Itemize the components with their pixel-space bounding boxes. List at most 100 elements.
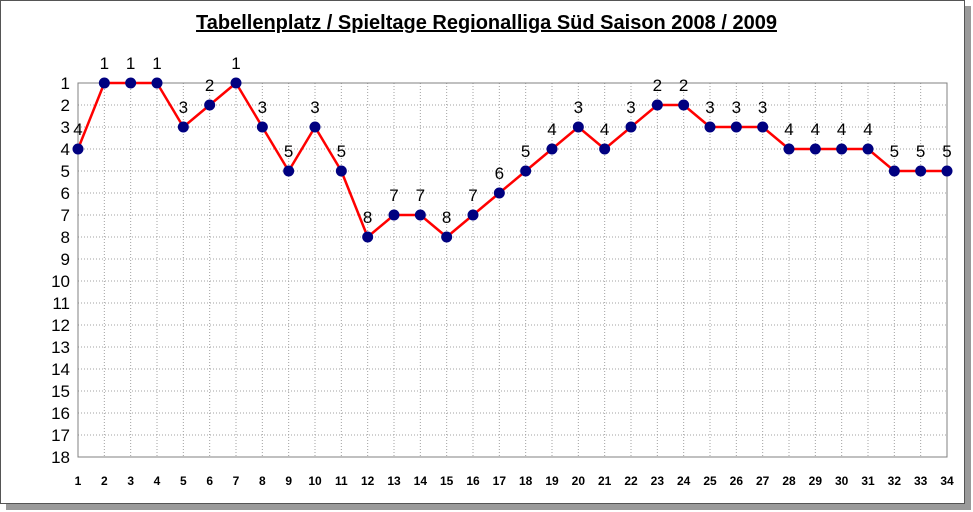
data-point [177, 121, 189, 133]
data-label: 3 [626, 98, 635, 117]
x-tick-label: 2 [101, 474, 108, 488]
data-point [204, 99, 216, 111]
data-label: 3 [758, 98, 767, 117]
y-tick-label: 15 [51, 382, 70, 401]
y-tick-label: 12 [51, 316, 70, 335]
data-point [941, 165, 953, 177]
data-label: 5 [337, 142, 346, 161]
data-point [309, 121, 321, 133]
data-label: 3 [179, 98, 188, 117]
data-label: 3 [732, 98, 741, 117]
data-label: 2 [679, 76, 688, 95]
x-tick-label: 16 [466, 474, 480, 488]
y-tick-label: 2 [61, 96, 70, 115]
x-tick-label: 24 [677, 474, 691, 488]
x-tick-label: 26 [730, 474, 744, 488]
data-point [493, 187, 505, 199]
data-point [388, 209, 400, 221]
data-label: 3 [310, 98, 319, 117]
data-point [546, 143, 558, 155]
data-label: 3 [258, 98, 267, 117]
data-point [704, 121, 716, 133]
x-axis-ticks: 1 2 3 4 5 6 7 8 9 10 11 12 13 14 15 16 17 18 19 20 21 22 23 24 2… [75, 474, 954, 488]
x-tick-label: 27 [756, 474, 770, 488]
data-label: 4 [863, 120, 872, 139]
x-tick-label: 14 [414, 474, 428, 488]
x-tick-label: 34 [940, 474, 954, 488]
data-point [862, 143, 874, 155]
data-label: 4 [811, 120, 820, 139]
y-tick-label: 9 [61, 250, 70, 269]
y-tick-label: 17 [51, 426, 70, 445]
x-tick-label: 11 [335, 474, 348, 488]
data-point [520, 165, 532, 177]
x-tick-label: 18 [519, 474, 533, 488]
data-label: 3 [705, 98, 714, 117]
data-point [151, 77, 163, 89]
plot-area [77, 82, 948, 458]
data-label: 7 [416, 186, 425, 205]
data-point [678, 99, 690, 111]
data-label: 4 [600, 120, 609, 139]
y-tick-label: 10 [51, 272, 70, 291]
data-label: 2 [653, 76, 662, 95]
y-tick-label: 8 [61, 228, 70, 247]
data-label: 4 [73, 120, 82, 139]
x-tick-label: 5 [180, 474, 187, 488]
y-tick-label: 7 [61, 206, 70, 225]
data-point [783, 143, 795, 155]
data-label: 5 [916, 142, 925, 161]
data-point [362, 231, 374, 243]
y-tick-label: 13 [51, 338, 70, 357]
x-tick-label: 7 [233, 474, 240, 488]
data-label: 5 [942, 142, 951, 161]
data-label: 5 [521, 142, 530, 161]
data-label: 5 [284, 142, 293, 161]
x-tick-label: 6 [206, 474, 213, 488]
grid [77, 82, 948, 458]
y-tick-label: 5 [61, 162, 70, 181]
x-tick-label: 19 [545, 474, 559, 488]
data-point [915, 165, 927, 177]
x-tick-label: 21 [598, 474, 612, 488]
x-tick-label: 28 [782, 474, 796, 488]
x-tick-label: 22 [624, 474, 638, 488]
y-tick-label: 16 [51, 404, 70, 423]
x-tick-label: 20 [572, 474, 586, 488]
data-label: 7 [468, 186, 477, 205]
data-label: 5 [890, 142, 899, 161]
data-point [414, 209, 426, 221]
data-point [98, 77, 110, 89]
data-point [335, 165, 347, 177]
x-tick-label: 32 [888, 474, 902, 488]
data-label: 1 [152, 54, 161, 73]
data-point [256, 121, 268, 133]
data-point [888, 165, 900, 177]
data-point [441, 231, 453, 243]
x-tick-label: 25 [703, 474, 717, 488]
x-tick-label: 12 [361, 474, 375, 488]
data-label: 8 [442, 208, 451, 227]
x-tick-label: 9 [285, 474, 292, 488]
y-tick-label: 14 [51, 360, 70, 379]
data-label: 7 [389, 186, 398, 205]
x-tick-label: 8 [259, 474, 266, 488]
y-tick-label: 3 [61, 118, 70, 137]
y-tick-label: 18 [51, 448, 70, 467]
data-point [230, 77, 242, 89]
x-tick-label: 33 [914, 474, 928, 488]
data-label: 8 [363, 208, 372, 227]
data-label: 4 [784, 120, 793, 139]
series [72, 77, 953, 243]
x-tick-label: 29 [809, 474, 823, 488]
y-tick-label: 1 [61, 74, 70, 93]
data-point [757, 121, 769, 133]
y-tick-label: 4 [61, 140, 70, 159]
x-tick-label: 13 [387, 474, 401, 488]
data-label: 4 [547, 120, 556, 139]
y-tick-label: 11 [52, 294, 70, 313]
x-tick-label: 1 [75, 474, 82, 488]
